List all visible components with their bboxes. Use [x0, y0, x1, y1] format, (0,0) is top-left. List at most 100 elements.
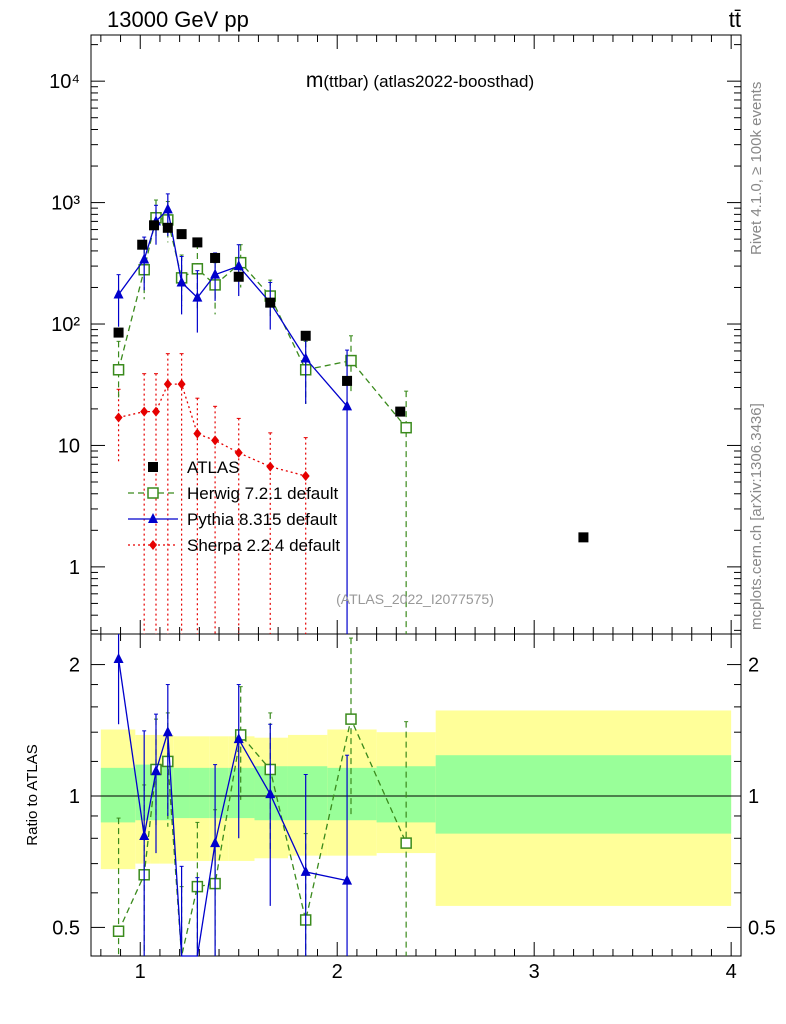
band-inner-1 [135, 764, 151, 821]
plot-title-main: m [306, 69, 324, 92]
point-atlas [578, 532, 589, 543]
point-atlas [300, 330, 311, 341]
legend-label-sherpa: Sherpa 2.2.4 default [187, 536, 340, 555]
ratio-point-herwig [400, 837, 412, 849]
point-atlas [233, 271, 244, 282]
main-y-tick-label-4: 10⁴ [49, 71, 80, 93]
ratio-line-pythia [117, 658, 348, 957]
point-sherpa [234, 447, 243, 458]
main-y-tick-label-0: 1 [69, 557, 80, 579]
point-atlas [113, 327, 124, 338]
ratio-point-pythia [162, 726, 173, 737]
line-herwig [117, 217, 407, 429]
point-sherpa [163, 379, 172, 390]
series-pythia [113, 193, 353, 634]
x-tick-label-1: 2 [332, 961, 343, 983]
ratio-point-pythia [139, 829, 150, 840]
legend-entry-atlas: ATLAS [148, 458, 240, 477]
ratio-point-pythia [210, 837, 221, 848]
point-sherpa [152, 406, 160, 417]
legend: ATLAS Herwig 7.2.1 default Pythia 8.315 … [128, 458, 340, 555]
point-herwig [112, 364, 125, 376]
main-series [112, 193, 589, 634]
legend-label-pythia: Pythia 8.315 default [187, 510, 338, 529]
header-right: tt̄ [729, 7, 741, 32]
band-inner-7 [228, 767, 255, 819]
ratio-y-tick-label-right-0: 0.5 [748, 917, 776, 939]
legend-marker-pythia [148, 513, 158, 523]
legend-label-herwig: Herwig 7.2.1 default [187, 484, 338, 503]
legend-marker-atlas [148, 462, 158, 472]
point-pythia [113, 288, 124, 299]
ratio-point-pythia [233, 733, 244, 744]
ratio-y-tick-label-right-1: 1 [748, 786, 759, 808]
point-sherpa [266, 461, 275, 472]
plot-title-rest: (ttbar) (atlas2022-boosthad) [323, 72, 534, 91]
ratio-y-axis-label: Ratio to ATLAS [24, 744, 41, 845]
point-atlas [210, 252, 221, 263]
plot-title: m(ttbar) (atlas2022-boosthad) [306, 69, 534, 92]
band-inner-12 [435, 755, 732, 834]
analysis-watermark: (ATLAS_2022_I2077575) [336, 591, 494, 607]
point-sherpa [114, 412, 123, 423]
main-y-tick-label-2: 10² [51, 314, 80, 336]
point-sherpa [211, 435, 220, 446]
point-pythia [210, 268, 221, 279]
header-left: 13000 GeV pp [107, 7, 249, 32]
ratio-point-pythia [342, 874, 353, 885]
point-pythia [162, 203, 173, 214]
ratio-y-tick-label-right-2: 2 [748, 655, 759, 677]
series-atlas [113, 220, 589, 543]
legend-entry-sherpa: Sherpa 2.2.4 default [128, 536, 340, 555]
series-herwig [112, 199, 412, 634]
point-atlas [137, 239, 148, 250]
point-sherpa [140, 406, 149, 417]
x-tick-label-2: 3 [529, 961, 540, 983]
point-atlas [149, 220, 160, 231]
ratio-line-herwig [118, 717, 407, 957]
x-tick-label-3: 4 [726, 961, 737, 983]
point-pythia [342, 400, 353, 411]
point-pythia [192, 291, 203, 302]
band-inner-5 [189, 767, 210, 819]
legend-marker-sherpa [149, 540, 157, 550]
main-y-tick-label-3: 10³ [51, 193, 80, 215]
ratio-y-tick-label-left-0: 0.5 [52, 917, 80, 939]
ratio-point-pythia [151, 765, 161, 776]
ratio-point-pythia [300, 865, 311, 876]
legend-marker-herwig [147, 487, 159, 499]
point-atlas [176, 229, 187, 240]
ratio-y-tick-label-left-1: 1 [69, 786, 80, 808]
legend-entry-pythia: Pythia 8.315 default [128, 510, 338, 529]
ratio-point-pythia [113, 652, 124, 663]
point-atlas [342, 375, 353, 386]
line-sherpa [118, 383, 306, 477]
band-inner-2 [150, 764, 160, 821]
point-pythia [300, 352, 311, 363]
point-pythia [176, 276, 187, 287]
band-inner-10 [327, 767, 377, 821]
line-pythia [118, 207, 348, 407]
band-inner-9 [287, 766, 328, 821]
point-herwig [400, 421, 412, 434]
point-sherpa [177, 379, 186, 390]
ratio-point-herwig [112, 925, 125, 937]
series-sherpa [114, 353, 310, 634]
point-pythia [139, 253, 150, 264]
side-label-rivet: Rivet 4.1.0, ≥ 100k events [748, 82, 765, 255]
ratio-series-pythia [113, 634, 353, 957]
ratio-point-pythia [265, 788, 276, 799]
point-atlas [162, 222, 173, 233]
point-sherpa [301, 471, 310, 482]
x-tick-label-0: 1 [135, 961, 146, 983]
band-inner-0 [100, 767, 136, 823]
side-label-mcplots: mcplots.cern.ch [arXiv:1306.3436] [748, 403, 765, 630]
ratio-axes: 0.5 0.5 1 1 2 2 1 2 3 4 [52, 633, 776, 983]
point-atlas [395, 406, 406, 417]
band-inner-4 [173, 767, 190, 819]
legend-entry-herwig: Herwig 7.2.1 default [128, 484, 338, 503]
point-sherpa [193, 428, 202, 439]
ratio-uncertainty-bands [100, 710, 732, 906]
point-atlas [192, 237, 203, 248]
